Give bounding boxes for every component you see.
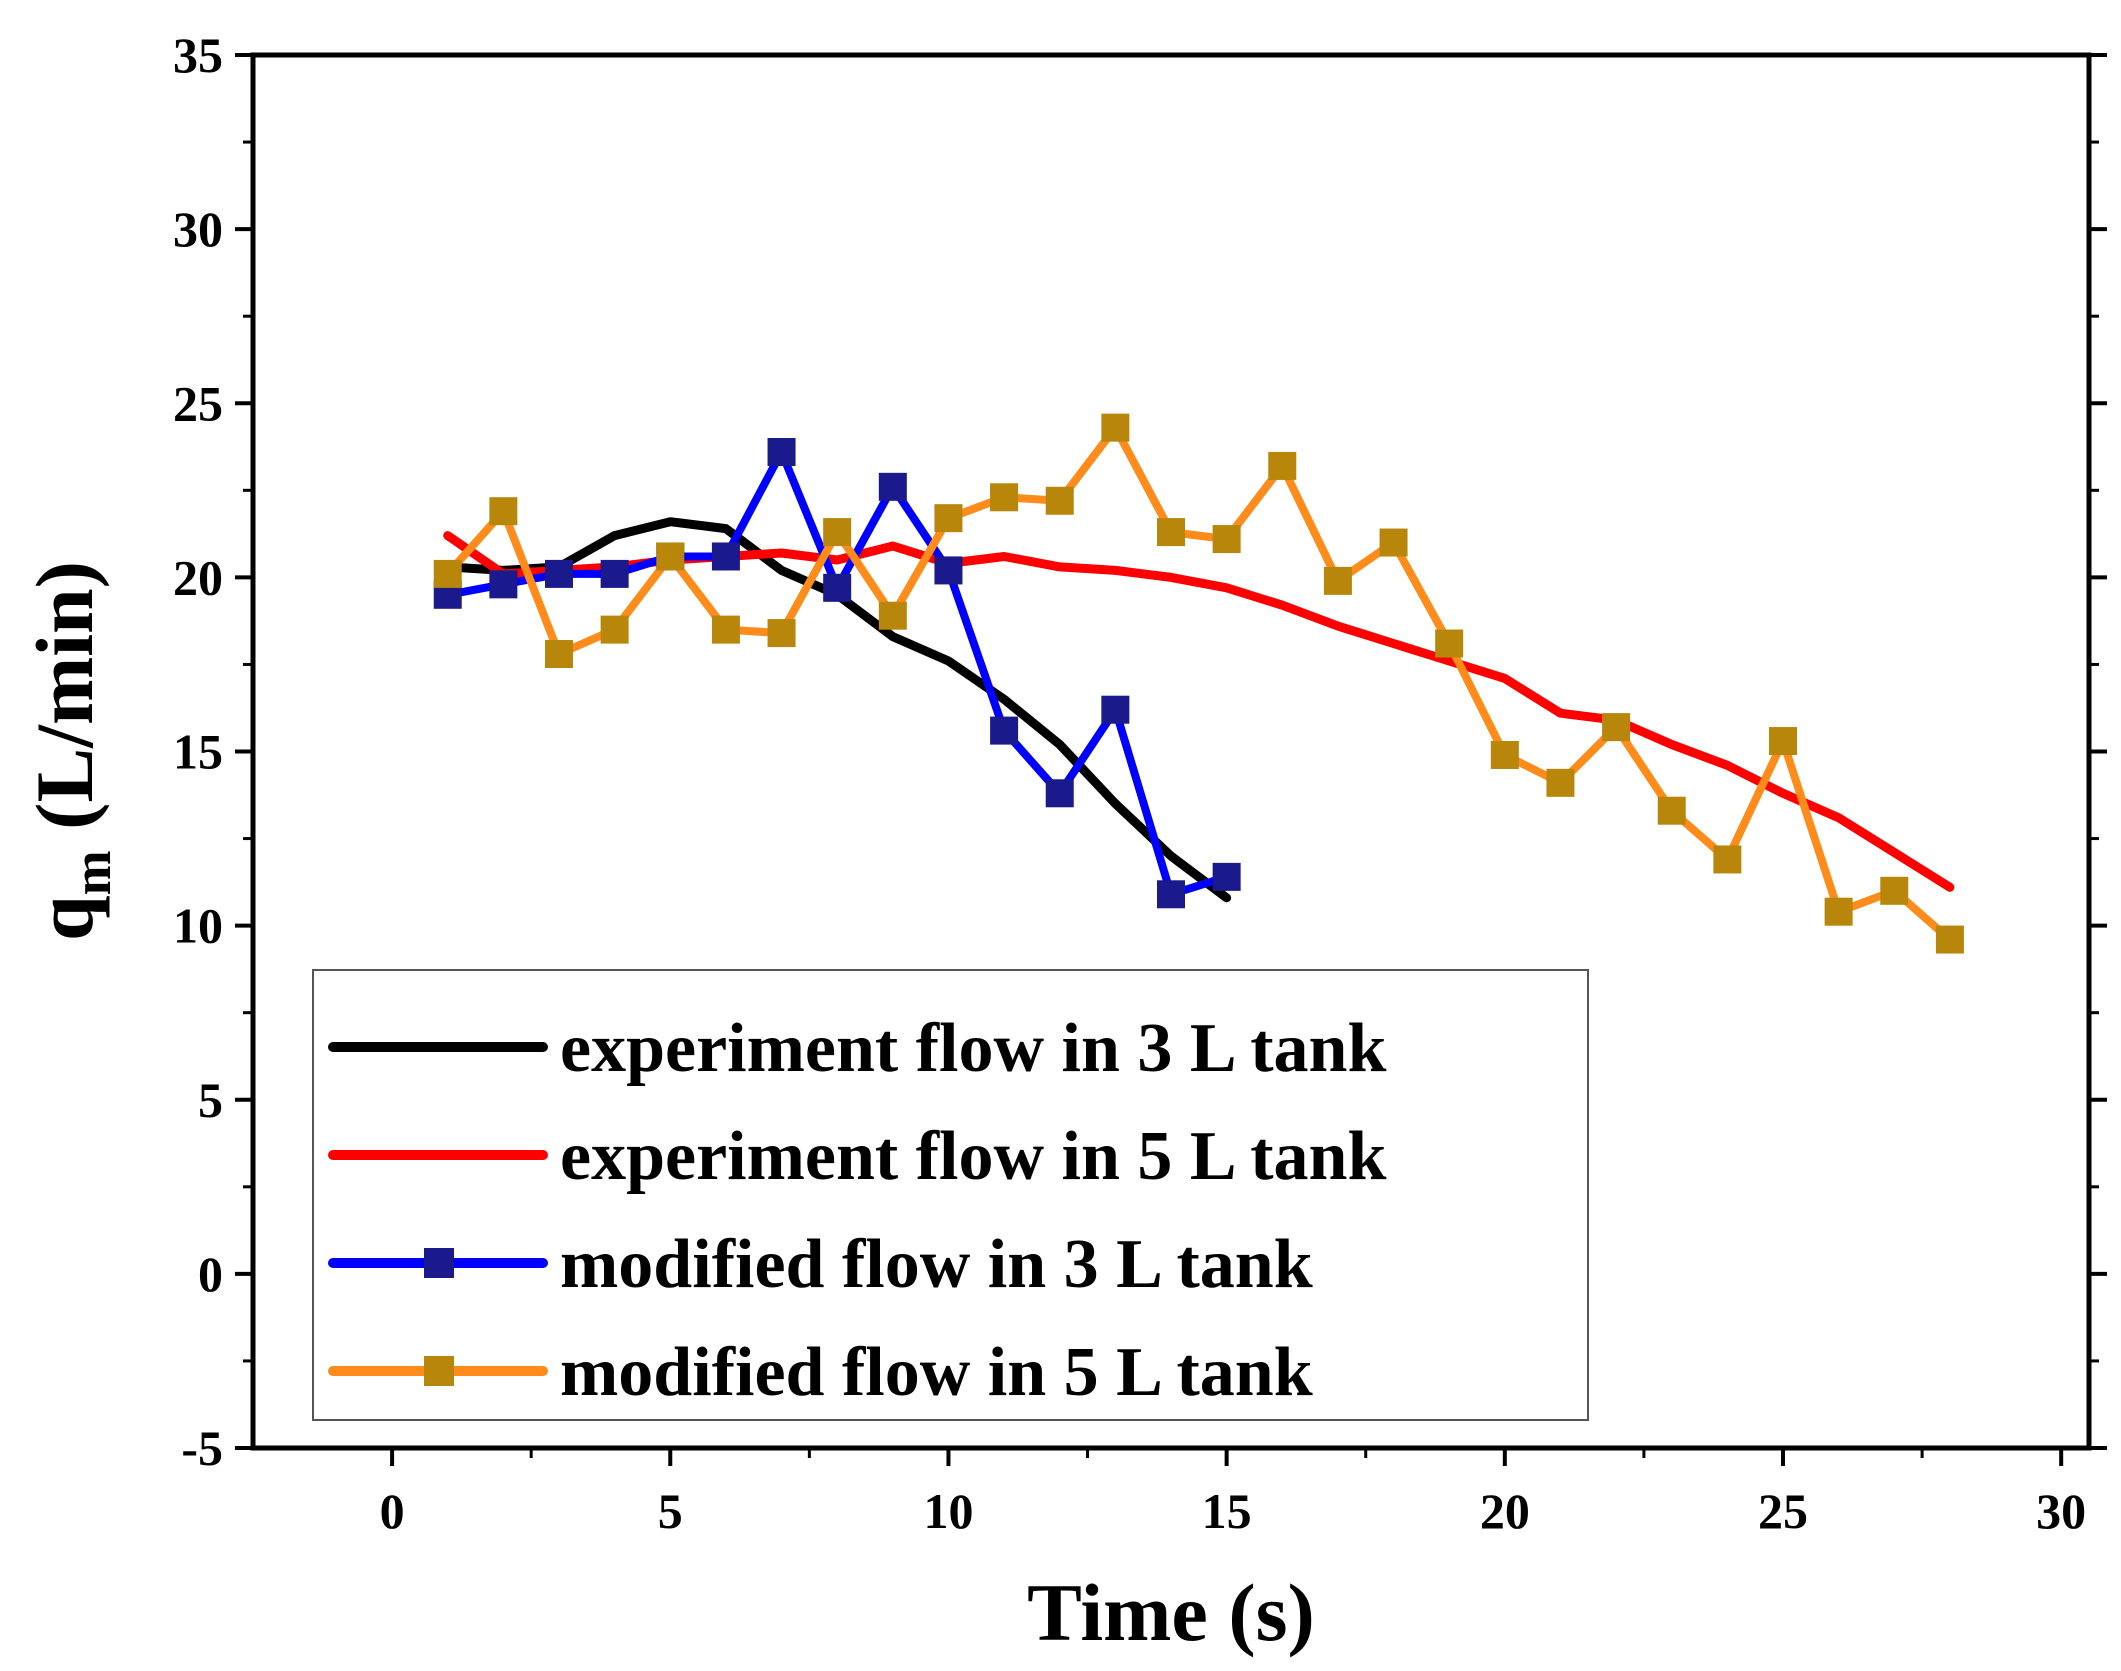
x-tick-label: 0 — [380, 1483, 405, 1539]
legend-item-3: modified flow in 3 L tank — [328, 1226, 1313, 1303]
series-line — [443, 423, 1954, 944]
data-point — [1268, 451, 1297, 480]
data-point — [767, 619, 796, 648]
legend-label: experiment flow in 5 L tank — [560, 1118, 1386, 1195]
data-point — [1323, 566, 1352, 595]
legend-label: modified flow in 3 L tank — [560, 1226, 1313, 1303]
y-tick-label: 25 — [173, 375, 223, 431]
data-point — [1101, 413, 1130, 442]
data-point — [1045, 779, 1074, 808]
legend-item-1: experiment flow in 3 L tank — [328, 1010, 1386, 1087]
data-point — [489, 570, 518, 599]
y-axis-title: qm (L/min) — [19, 561, 122, 941]
y-tick-label: 0 — [198, 1246, 223, 1302]
legend-label: modified flow in 5 L tank — [560, 1334, 1313, 1411]
legend-marker — [424, 1356, 454, 1386]
x-tick-label: 25 — [1758, 1483, 1808, 1539]
data-point — [934, 504, 963, 533]
data-point — [1212, 525, 1241, 554]
series-4 — [433, 413, 1964, 954]
data-point — [1824, 897, 1853, 926]
y-tick-label: 30 — [173, 201, 223, 257]
data-point — [1435, 629, 1464, 658]
legend: experiment flow in 3 L tank experiment fl… — [312, 969, 1589, 1421]
data-point — [878, 601, 907, 630]
data-point — [489, 497, 518, 526]
tick-labels: -5 0 5 10 15 20 25 30 35 0 5 10 15 20 25 30 — [173, 27, 2086, 1539]
data-point — [1379, 528, 1408, 557]
y-axis-title-sub: m — [62, 850, 122, 895]
data-point — [990, 716, 1019, 745]
legend-marker — [424, 1248, 454, 1278]
data-point — [711, 615, 740, 644]
data-point — [1935, 925, 1964, 954]
x-tick-label: 20 — [1480, 1483, 1530, 1539]
legend-item-2: experiment flow in 5 L tank — [328, 1118, 1386, 1195]
data-point — [656, 542, 685, 571]
data-point — [1602, 713, 1631, 742]
data-point — [1769, 727, 1797, 756]
data-point — [767, 438, 796, 467]
data-point — [1657, 796, 1686, 825]
x-tick-label: 30 — [2036, 1483, 2086, 1539]
data-point — [600, 559, 629, 588]
legend-items: experiment flow in 3 L tank experiment fl… — [328, 1010, 1386, 1411]
y-axis-title-main: q — [19, 895, 110, 941]
data-point — [823, 518, 852, 547]
data-point — [1880, 876, 1909, 905]
data-point — [1101, 695, 1130, 724]
y-tick-label: 10 — [173, 898, 223, 954]
data-point — [934, 556, 963, 585]
legend-item-4: modified flow in 5 L tank — [328, 1334, 1313, 1411]
data-point — [545, 559, 573, 588]
data-point — [545, 639, 573, 668]
y-tick-label: 15 — [173, 724, 223, 780]
legend-label: experiment flow in 3 L tank — [560, 1010, 1386, 1087]
data-point — [1212, 862, 1241, 891]
y-tick-label: 35 — [173, 27, 223, 83]
data-point — [1490, 740, 1519, 769]
data-point — [1713, 845, 1742, 874]
series-layer — [433, 413, 1964, 954]
y-tick-label: 5 — [198, 1072, 223, 1128]
x-tick-label: 10 — [923, 1483, 973, 1539]
data-point — [433, 559, 462, 588]
x-tick-label: 5 — [658, 1483, 683, 1539]
y-axis-title-unit: (L/min) — [19, 561, 110, 850]
data-point — [1157, 518, 1185, 547]
data-point — [1045, 486, 1074, 515]
x-axis-title: Time (s) — [1027, 1567, 1315, 1658]
data-point — [823, 573, 852, 602]
y-tick-label: 20 — [173, 549, 223, 605]
data-point — [990, 483, 1019, 512]
y-tick-label: -5 — [181, 1420, 223, 1476]
data-point — [1546, 768, 1575, 797]
data-point — [711, 542, 740, 571]
data-point — [878, 472, 907, 501]
data-point — [1157, 880, 1185, 909]
x-tick-label: 15 — [1202, 1483, 1252, 1539]
data-point — [600, 615, 629, 644]
plot-frame — [250, 52, 2092, 1451]
